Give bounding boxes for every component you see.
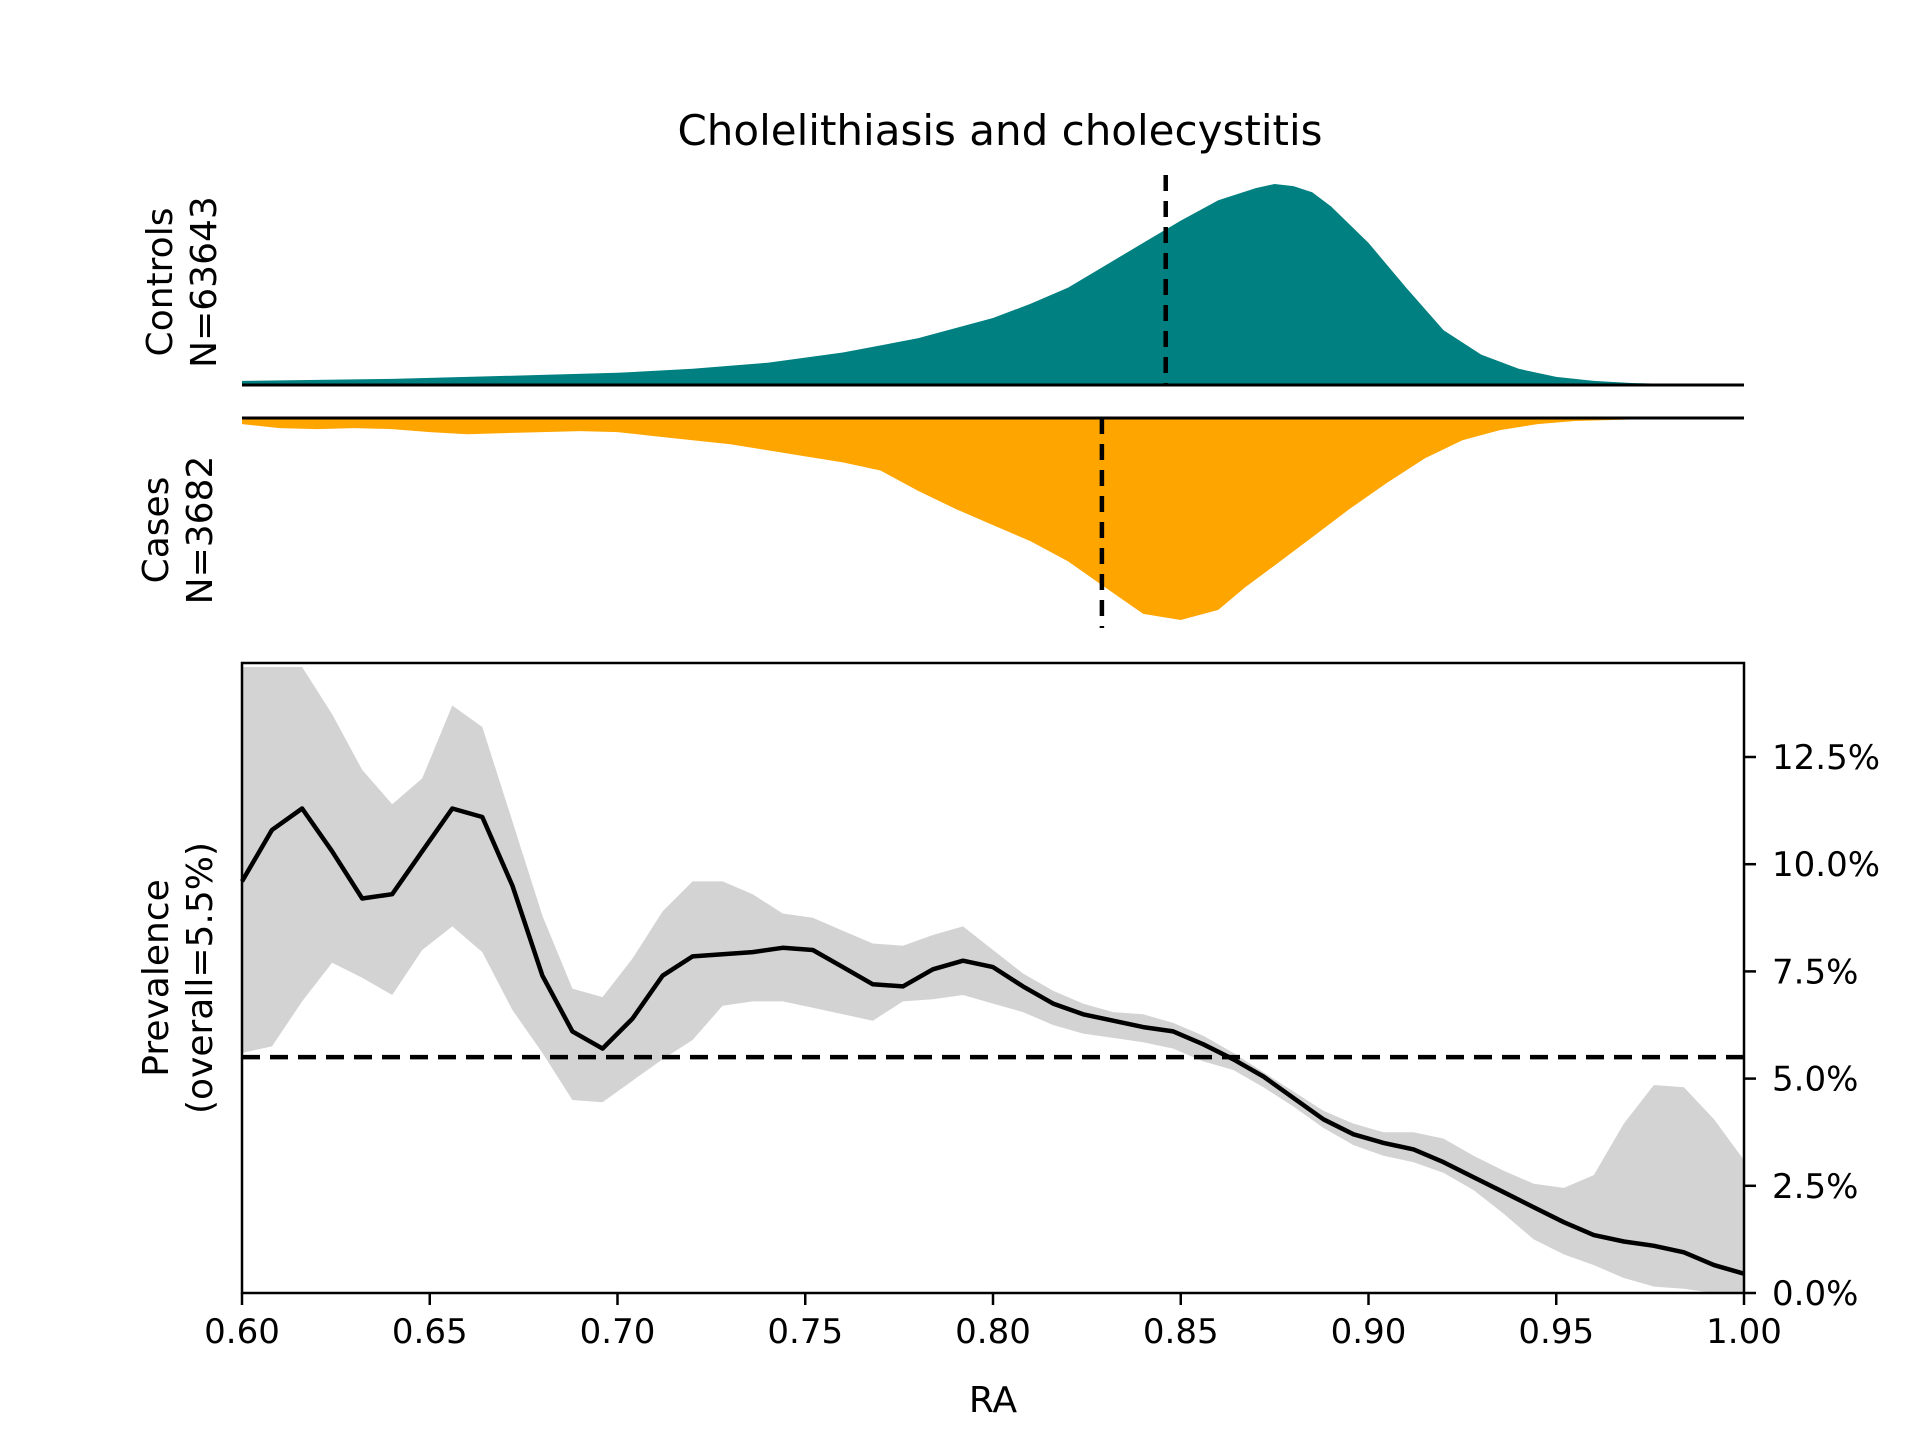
y-tick-label: 12.5% bbox=[1772, 738, 1880, 778]
controls-density-area bbox=[242, 184, 1744, 385]
x-tick-label: 0.60 bbox=[204, 1312, 280, 1352]
cases-panel: Cases N=3682 bbox=[136, 416, 1744, 628]
y-tick-label: 10.0% bbox=[1772, 845, 1880, 885]
prevalence-panel: 0.60 0.65 0.70 0.75 0.80 0.85 0.90 0.95 1.00 0.0… bbox=[136, 661, 1880, 1421]
x-axis: 0.60 0.65 0.70 0.75 0.80 0.85 0.90 0.95 1.00 bbox=[204, 1293, 1782, 1352]
y-tick-label: 0.0% bbox=[1772, 1274, 1858, 1314]
x-tick-label: 0.70 bbox=[580, 1312, 656, 1352]
x-tick-label: 0.95 bbox=[1518, 1312, 1594, 1352]
x-tick-label: 0.85 bbox=[1143, 1312, 1219, 1352]
x-tick-label: 1.00 bbox=[1706, 1312, 1782, 1352]
y-axis: 0.0% 2.5% 5.0% 7.5% 10.0% 12.5% bbox=[1744, 738, 1880, 1314]
x-axis-label: RA bbox=[969, 1380, 1018, 1421]
controls-panel: Controls N=63643 bbox=[140, 175, 1744, 387]
x-tick-label: 0.75 bbox=[767, 1312, 843, 1352]
prevalence-line bbox=[240, 806, 1745, 1276]
chart-title: Cholelithiasis and cholecystitis bbox=[677, 106, 1322, 155]
x-tick-label: 0.90 bbox=[1331, 1312, 1407, 1352]
x-tick-label: 0.80 bbox=[955, 1312, 1031, 1352]
cases-density-area bbox=[242, 418, 1744, 620]
y-tick-label: 2.5% bbox=[1772, 1167, 1858, 1207]
y-axis-label: Prevalence bbox=[136, 879, 177, 1077]
cases-count: N=3682 bbox=[180, 456, 221, 605]
controls-label: Controls bbox=[140, 208, 181, 357]
x-tick-label: 0.65 bbox=[392, 1312, 468, 1352]
cases-label: Cases bbox=[136, 477, 177, 584]
y-tick-label: 7.5% bbox=[1772, 952, 1858, 992]
y-axis-label-overall: (overall=5.5%) bbox=[180, 842, 221, 1114]
controls-count: N=63643 bbox=[184, 196, 225, 368]
y-tick-label: 5.0% bbox=[1772, 1060, 1858, 1100]
